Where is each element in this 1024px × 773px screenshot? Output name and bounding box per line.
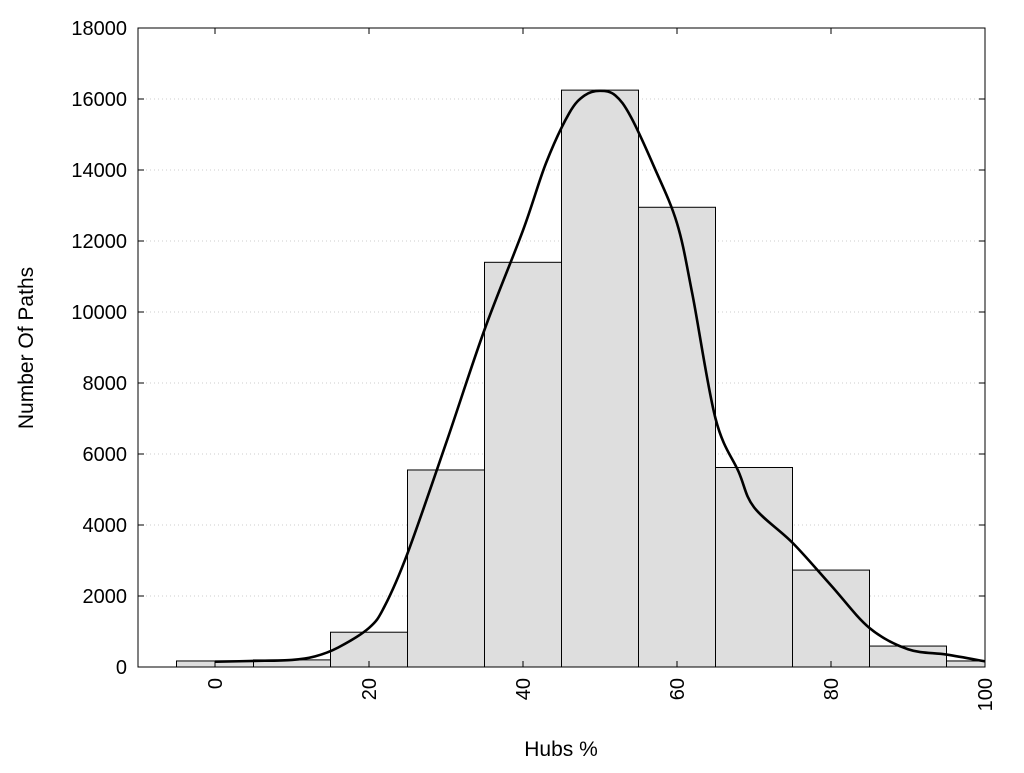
y-tick-label: 6000 — [83, 444, 128, 466]
y-tick-label: 14000 — [71, 160, 127, 182]
x-tick-label: 60 — [667, 678, 689, 700]
y-tick-label: 16000 — [71, 89, 127, 111]
histogram-bar — [946, 660, 986, 668]
histogram-bar — [484, 261, 562, 668]
x-tick-label: 80 — [821, 678, 843, 700]
y-axis-title: Number Of Paths — [15, 267, 38, 429]
histogram-bar — [715, 466, 793, 668]
x-tick-label: 0 — [205, 678, 227, 689]
y-tick-label: 2000 — [83, 586, 128, 608]
ticks-layer: 0 2000 4000 6000 8000 10000 12000 14000 16000 180… — [71, 18, 997, 711]
x-tick-label: 40 — [513, 678, 535, 700]
y-tick-label: 8000 — [83, 373, 128, 395]
histogram-bar — [638, 206, 716, 668]
plot-frame — [137, 27, 986, 668]
histogram-bar — [407, 469, 485, 668]
x-axis-title: Hubs % — [524, 738, 598, 761]
curve-layer — [214, 89, 986, 663]
histogram-bar — [561, 89, 639, 668]
y-tick-label: 4000 — [83, 515, 128, 537]
y-tick-label: 0 — [116, 657, 127, 679]
x-tick-label: 100 — [975, 678, 997, 711]
bars-layer — [176, 89, 986, 668]
y-tick-label: 12000 — [71, 231, 127, 253]
density-curve — [214, 89, 986, 663]
y-tick-label: 10000 — [71, 302, 127, 324]
y-tick-label: 18000 — [71, 18, 127, 40]
x-tick-label: 20 — [359, 678, 381, 700]
